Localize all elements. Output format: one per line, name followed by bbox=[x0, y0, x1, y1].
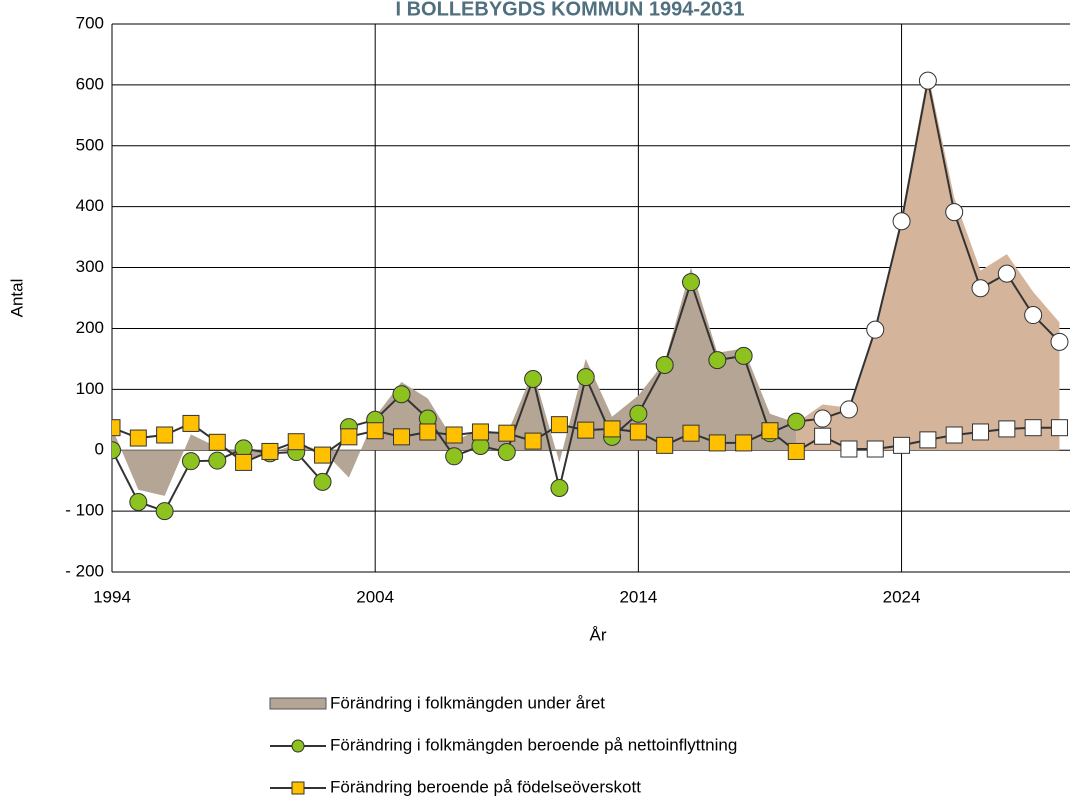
marker bbox=[682, 424, 700, 442]
x-tick-label: 2024 bbox=[883, 587, 921, 606]
marker bbox=[682, 273, 701, 292]
marker bbox=[208, 451, 227, 470]
marker bbox=[129, 492, 148, 511]
marker bbox=[655, 355, 674, 374]
y-tick-label: 300 bbox=[76, 257, 104, 276]
marker bbox=[576, 368, 595, 387]
y-axis-label: Antal bbox=[7, 279, 26, 318]
marker bbox=[445, 426, 463, 444]
legend-marker bbox=[291, 739, 305, 753]
marker bbox=[287, 433, 305, 451]
marker bbox=[603, 420, 621, 438]
x-tick-label: 2004 bbox=[356, 587, 394, 606]
marker bbox=[813, 409, 832, 428]
marker bbox=[498, 424, 516, 442]
marker bbox=[918, 71, 937, 90]
x-tick-label: 1994 bbox=[93, 587, 131, 606]
marker bbox=[550, 416, 568, 434]
marker bbox=[761, 422, 779, 440]
marker bbox=[839, 400, 858, 419]
marker bbox=[419, 423, 437, 441]
marker bbox=[840, 440, 858, 458]
marker bbox=[734, 346, 753, 365]
marker bbox=[181, 452, 200, 471]
marker bbox=[971, 279, 990, 298]
marker bbox=[112, 419, 121, 437]
marker bbox=[708, 351, 727, 370]
marker bbox=[261, 442, 279, 460]
marker bbox=[235, 453, 253, 471]
marker bbox=[787, 412, 806, 431]
y-tick-label: 600 bbox=[76, 74, 104, 93]
marker bbox=[814, 427, 832, 445]
y-tick-label: - 200 bbox=[65, 561, 104, 580]
y-tick-label: 700 bbox=[76, 13, 104, 32]
marker bbox=[972, 423, 990, 441]
marker bbox=[182, 414, 200, 432]
marker bbox=[656, 436, 674, 454]
area bbox=[112, 267, 797, 496]
marker bbox=[156, 426, 174, 444]
marker bbox=[945, 203, 964, 222]
legend-label: Förändring i folkmängden beroende på net… bbox=[330, 735, 737, 754]
y-tick-label: 100 bbox=[76, 379, 104, 398]
marker bbox=[208, 433, 226, 451]
x-axis-label: År bbox=[590, 625, 607, 644]
marker bbox=[393, 428, 411, 446]
legend-label: Förändring beroende på födelseöverskott bbox=[330, 777, 641, 796]
y-tick-label: 400 bbox=[76, 196, 104, 215]
y-tick-label: - 100 bbox=[65, 501, 104, 520]
marker bbox=[366, 422, 384, 440]
marker bbox=[577, 421, 595, 439]
y-tick-label: 0 bbox=[95, 440, 104, 459]
legend-label: Förändring i folkmängden under året bbox=[330, 693, 605, 712]
marker bbox=[550, 478, 569, 497]
marker bbox=[112, 441, 121, 460]
marker bbox=[1050, 419, 1068, 437]
legend-swatch bbox=[269, 697, 327, 710]
marker bbox=[866, 440, 884, 458]
plot-area bbox=[112, 71, 1069, 521]
y-tick-label: 200 bbox=[76, 318, 104, 337]
area bbox=[796, 72, 1060, 451]
legend-marker bbox=[291, 781, 305, 795]
marker bbox=[1050, 332, 1069, 351]
marker bbox=[945, 426, 963, 444]
marker bbox=[919, 431, 937, 449]
marker bbox=[708, 434, 726, 452]
marker bbox=[629, 404, 648, 423]
marker bbox=[1024, 306, 1043, 325]
marker bbox=[629, 423, 647, 441]
marker bbox=[1024, 419, 1042, 437]
marker bbox=[997, 264, 1016, 283]
marker bbox=[155, 502, 174, 521]
marker bbox=[392, 385, 411, 404]
marker bbox=[892, 212, 911, 231]
y-tick-label: 500 bbox=[76, 135, 104, 154]
marker bbox=[893, 436, 911, 454]
x-tick-label: 2014 bbox=[619, 587, 657, 606]
marker bbox=[497, 443, 516, 462]
marker bbox=[340, 428, 358, 446]
marker bbox=[524, 369, 543, 388]
marker bbox=[445, 447, 464, 466]
marker bbox=[524, 432, 542, 450]
marker bbox=[129, 429, 147, 447]
chart-title: I BOLLEBYGDS KOMMUN 1994-2031 bbox=[396, 0, 745, 20]
marker bbox=[471, 423, 489, 441]
marker bbox=[866, 320, 885, 339]
marker bbox=[998, 420, 1016, 438]
marker bbox=[313, 472, 332, 491]
marker bbox=[787, 442, 805, 460]
legend: Förändring i folkmängden under året Förän… bbox=[269, 693, 737, 796]
marker bbox=[314, 446, 332, 464]
marker bbox=[735, 434, 753, 452]
